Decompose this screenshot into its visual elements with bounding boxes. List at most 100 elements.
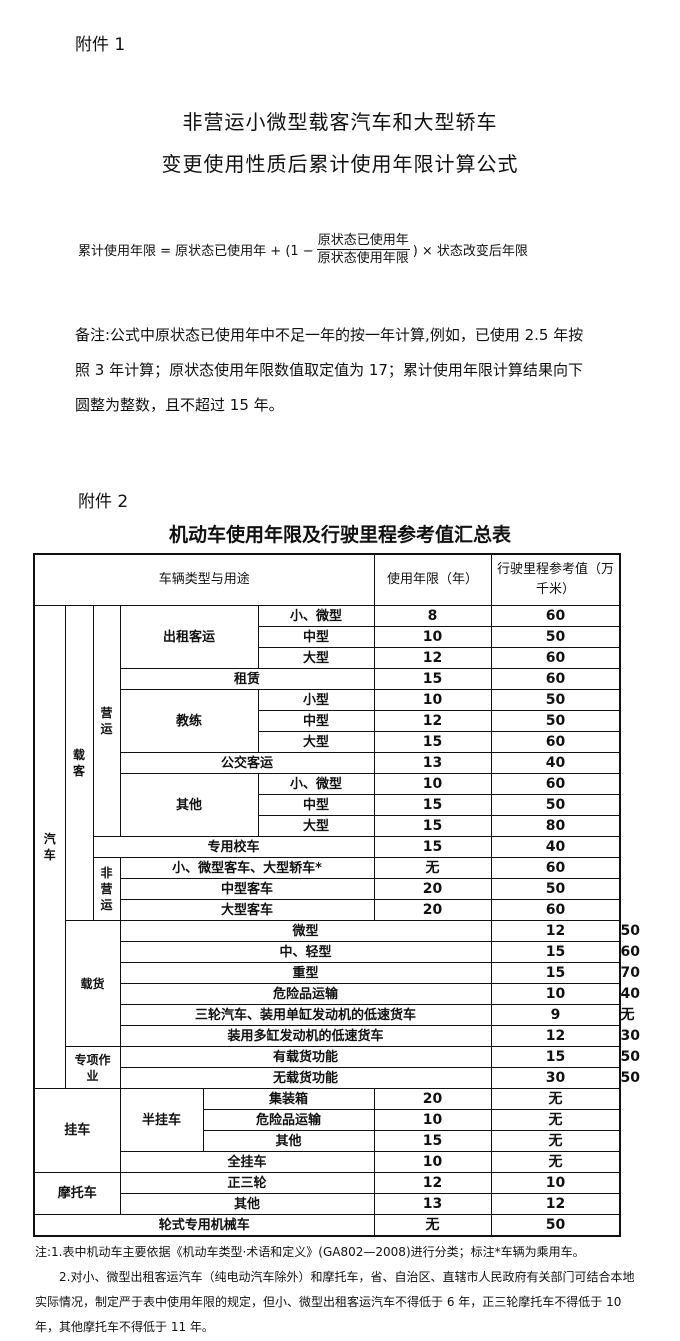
mileage-cell: 60 — [490, 605, 621, 627]
table-row: 危险品运输 10 40 — [34, 983, 640, 1005]
table-row: 专项作业 有载货功能 15 50 — [34, 1046, 640, 1089]
service-years-cell: 15 — [373, 668, 492, 690]
service-years-cell: 20 — [373, 1088, 492, 1110]
table-row: 中型 15 50 — [34, 794, 621, 816]
category-cell: 中型客车 — [119, 878, 375, 900]
service-years-cell: 15 — [490, 962, 621, 984]
table-row: 汽车 载客 营运 出租客运 小、微型 8 60 — [33, 605, 621, 1089]
table-row: 其他 小、微型 10 60 — [34, 773, 621, 837]
mileage-cell: 无 — [490, 1109, 621, 1131]
category-cell: 公交客运 — [119, 752, 375, 774]
service-years-cell: 无 — [373, 1214, 492, 1237]
table-row: 危险品运输 10 无 — [34, 1109, 621, 1131]
table-row: 全挂车 10 无 — [34, 1151, 621, 1173]
service-years-cell: 10 — [373, 1109, 492, 1131]
formula-numerator: 原状态已使用年 — [316, 233, 410, 250]
service-years-cell: 13 — [373, 752, 492, 774]
service-years-cell: 15 — [373, 836, 492, 858]
category-cell: 教练 — [119, 689, 259, 753]
mileage-cell: 12 — [490, 1193, 621, 1215]
category-cell: 大型 — [257, 815, 375, 837]
mileage-cell: 50 — [490, 794, 621, 816]
category-cell: 半挂车 — [119, 1088, 204, 1152]
category-cell: 汽车 — [33, 605, 66, 1089]
category-cell: 载客 — [64, 605, 94, 921]
category-cell: 小、微型 — [257, 605, 375, 627]
table-row: 大型 15 80 — [34, 815, 621, 837]
formula: 累计使用年限 = 原状态已使用年 + (1 − 原状态已使用年 原状态使用年限 … — [78, 232, 528, 267]
table-row: 中、轻型 15 60 — [34, 941, 640, 963]
table-row: 重型 15 70 — [34, 962, 640, 984]
category-cell: 大型 — [257, 731, 375, 753]
category-cell: 专项作业 — [64, 1046, 121, 1089]
category-cell: 微型 — [119, 920, 492, 942]
category-cell: 营运 — [92, 605, 121, 837]
footnote-1: 注:1.表中机动车主要依据《机动车类型·术语和定义》(GA802—2008)进行… — [35, 1245, 585, 1259]
doc-title-line1: 非营运小微型载客汽车和大型轿车 — [182, 110, 498, 134]
category-cell: 非营运 — [92, 857, 121, 921]
category-cell: 小、微型客车、大型轿车* — [119, 857, 375, 879]
table-row: 大型 12 60 — [34, 647, 621, 669]
formula-fraction: 原状态已使用年 原状态使用年限 — [316, 232, 410, 267]
table-row: 大型客车 20 60 — [34, 899, 621, 921]
service-years-cell: 15 — [490, 1046, 621, 1068]
service-years-cell: 10 — [490, 983, 621, 1005]
header-service-years: 使用年限（年） — [373, 553, 492, 606]
category-cell: 装用多缸发动机的低速货车 — [119, 1025, 492, 1047]
remark: 备注:公式中原状态已使用年中不足一年的按一年计算,例如，已使用 2.5 年按照 … — [75, 326, 584, 414]
mileage-cell: 50 — [490, 1214, 621, 1237]
table-row: 挂车 半挂车 集装箱 20 无 — [33, 1088, 621, 1173]
mileage-cell: 50 — [490, 626, 621, 648]
attachment-2-label: 附件 2 — [78, 492, 129, 512]
service-years-cell: 15 — [373, 1130, 492, 1152]
category-cell: 中型 — [257, 710, 375, 732]
mileage-cell: 80 — [490, 815, 621, 837]
mileage-cell: 10 — [490, 1172, 621, 1194]
mileage-cell: 40 — [490, 752, 621, 774]
service-years-cell: 12 — [373, 710, 492, 732]
table-row: 其他 15 无 — [34, 1130, 621, 1152]
service-years-cell: 15 — [373, 815, 492, 837]
mileage-cell: 50 — [490, 878, 621, 900]
table-row: 租赁 15 60 — [34, 668, 621, 690]
table-row: 大型 15 60 — [34, 731, 621, 753]
category-cell: 中型 — [257, 626, 375, 648]
table-title: 机动车使用年限及行驶里程参考值汇总表 — [168, 524, 511, 546]
service-years-cell: 无 — [373, 857, 492, 879]
service-years-cell: 10 — [373, 773, 492, 795]
category-cell: 其他 — [202, 1130, 375, 1152]
category-cell: 集装箱 — [202, 1088, 375, 1110]
service-years-cell: 8 — [373, 605, 492, 627]
attachment-1-label: 附件 1 — [75, 35, 126, 55]
service-years-cell: 10 — [373, 626, 492, 648]
category-cell: 正三轮 — [119, 1172, 375, 1194]
mileage-cell: 50 — [490, 689, 621, 711]
table-row: 摩托车 正三轮 12 10 — [33, 1172, 621, 1215]
service-years-cell: 12 — [373, 1172, 492, 1194]
category-cell: 其他 — [119, 773, 259, 837]
mileage-cell: 无 — [490, 1151, 621, 1173]
service-years-cell: 15 — [490, 941, 621, 963]
category-cell: 出租客运 — [119, 605, 259, 669]
table-row: 装用多缸发动机的低速货车 12 30 — [34, 1025, 640, 1047]
category-cell: 摩托车 — [33, 1172, 121, 1215]
mileage-cell: 60 — [490, 857, 621, 879]
header-mileage: 行驶里程参考值（万千米） — [490, 553, 621, 606]
service-years-cell: 12 — [490, 1025, 621, 1047]
formula-rhs: ) × 状态改变后年限 — [412, 244, 528, 259]
service-years-cell: 30 — [490, 1067, 621, 1089]
category-cell: 租赁 — [119, 668, 375, 690]
category-cell: 载货 — [64, 920, 121, 1047]
mileage-cell: 60 — [490, 773, 621, 795]
table-row: 公交客运 13 40 — [34, 752, 621, 774]
service-years-cell: 20 — [373, 878, 492, 900]
table-row: 无载货功能 30 50 — [34, 1067, 640, 1089]
table-row: 专用校车 15 40 — [34, 836, 621, 858]
category-cell: 全挂车 — [119, 1151, 375, 1173]
table-header-row: 车辆类型与用途 使用年限（年） 行驶里程参考值（万千米） — [33, 553, 621, 606]
category-cell: 大型 — [257, 647, 375, 669]
mileage-cell: 50 — [490, 710, 621, 732]
service-years-cell: 15 — [373, 731, 492, 753]
mileage-cell: 60 — [490, 647, 621, 669]
category-cell: 三轮汽车、装用单缸发动机的低速货车 — [119, 1004, 492, 1026]
